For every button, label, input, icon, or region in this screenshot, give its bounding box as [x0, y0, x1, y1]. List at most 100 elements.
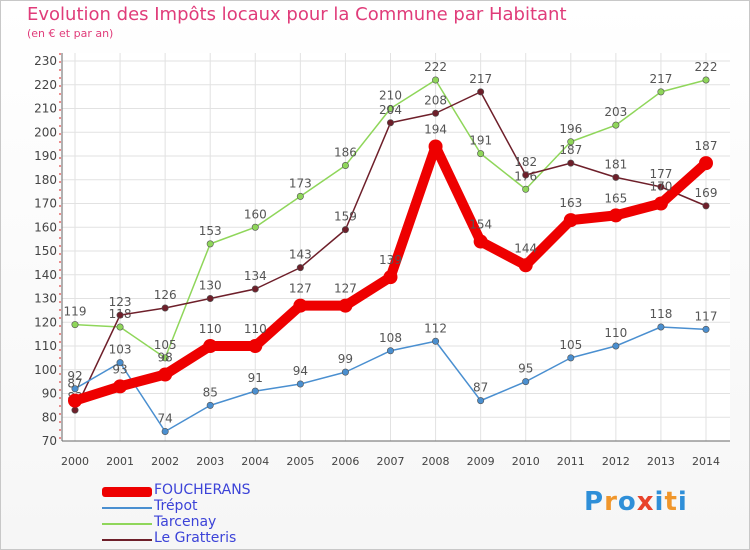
data-label-foucherans: 165 — [604, 191, 627, 205]
data-point-le-gratteris — [71, 406, 79, 414]
logo-letter: i — [677, 487, 688, 517]
data-point-foucherans — [203, 339, 218, 353]
data-point-tr-pot — [432, 337, 440, 345]
data-point-tarcenay — [477, 150, 485, 158]
legend-label-tarcenay: Tarcenay — [154, 514, 217, 530]
data-label-tr-pot: 92 — [67, 369, 82, 383]
data-label-tr-pot: 103 — [109, 343, 132, 357]
y-tick-label: 190 — [34, 149, 57, 163]
data-label-tarcenay: 217 — [649, 72, 672, 86]
data-label-le-gratteris: 217 — [469, 72, 492, 86]
data-label-le-gratteris: 204 — [379, 103, 402, 117]
logo-letter: i — [654, 487, 665, 517]
data-label-foucherans: 163 — [559, 196, 582, 210]
x-tick-label: 2006 — [331, 455, 359, 468]
data-label-tr-pot: 108 — [379, 331, 402, 345]
data-point-foucherans — [158, 367, 173, 382]
data-point-foucherans — [338, 298, 353, 313]
data-label-le-gratteris: 143 — [289, 248, 312, 262]
data-point-tarcenay — [612, 121, 620, 129]
data-label-tr-pot: 112 — [424, 321, 447, 335]
data-point-le-gratteris — [657, 183, 665, 191]
data-point-le-gratteris — [206, 294, 214, 302]
data-label-tarcenay: 191 — [469, 134, 492, 148]
data-point-foucherans — [563, 213, 578, 228]
y-tick-label: 170 — [34, 197, 57, 211]
data-label-le-gratteris: 159 — [334, 210, 357, 224]
data-point-le-gratteris — [251, 285, 259, 293]
data-point-tr-pot — [702, 325, 710, 333]
data-point-tr-pot — [477, 397, 485, 405]
data-label-le-gratteris: 169 — [695, 186, 718, 200]
data-point-tarcenay — [522, 185, 530, 193]
data-label-foucherans: 144 — [514, 241, 537, 255]
x-tick-label: 2004 — [241, 455, 269, 468]
data-point-tarcenay — [71, 321, 79, 329]
data-label-tr-pot: 94 — [293, 364, 308, 378]
data-point-foucherans — [428, 139, 443, 154]
data-point-le-gratteris — [341, 226, 349, 234]
data-point-foucherans — [699, 156, 713, 171]
data-label-foucherans: 170 — [649, 180, 672, 194]
data-label-foucherans: 110 — [244, 322, 267, 336]
data-label-tr-pot: 85 — [203, 385, 218, 399]
data-label-tarcenay: 196 — [559, 122, 582, 136]
data-point-foucherans — [68, 393, 82, 408]
data-point-foucherans — [293, 298, 308, 313]
data-point-tr-pot — [251, 387, 259, 395]
data-label-tarcenay: 173 — [289, 176, 312, 190]
logo-letter: o — [617, 487, 637, 517]
x-tick-label: 2007 — [377, 455, 405, 468]
data-point-tarcenay — [567, 138, 575, 146]
data-label-tarcenay: 210 — [379, 89, 402, 103]
logo-letter: t — [664, 487, 678, 517]
chart-subtitle: (en € et par an) — [27, 27, 114, 40]
data-point-tr-pot — [567, 354, 575, 362]
y-tick-label: 100 — [34, 363, 57, 377]
data-label-tarcenay: 222 — [695, 60, 718, 74]
data-point-le-gratteris — [161, 304, 169, 312]
data-point-tarcenay — [657, 88, 665, 96]
data-label-tr-pot: 105 — [559, 338, 582, 352]
data-point-foucherans — [113, 379, 128, 394]
data-point-tarcenay — [341, 162, 349, 170]
y-tick-label: 210 — [34, 102, 57, 116]
y-tick-label: 200 — [34, 125, 57, 139]
data-point-tr-pot — [71, 385, 79, 393]
data-label-foucherans: 93 — [112, 362, 127, 376]
data-point-tr-pot — [206, 401, 214, 409]
y-tick-label: 130 — [34, 292, 57, 306]
data-point-le-gratteris — [522, 171, 530, 179]
data-point-foucherans — [383, 270, 398, 285]
x-tick-label: 2012 — [602, 455, 630, 468]
data-point-le-gratteris — [432, 109, 440, 117]
data-point-tr-pot — [341, 368, 349, 376]
data-label-foucherans: 187 — [695, 139, 718, 153]
data-point-le-gratteris — [116, 311, 124, 319]
data-label-tr-pot: 91 — [248, 371, 263, 385]
x-tick-label: 2005 — [286, 455, 314, 468]
x-tick-label: 2014 — [692, 455, 720, 468]
x-tick-label: 2001 — [106, 455, 134, 468]
data-label-foucherans: 127 — [334, 282, 357, 296]
data-label-tarcenay: 203 — [604, 105, 627, 119]
legend-swatch-trepot — [102, 507, 152, 509]
data-point-tarcenay — [386, 105, 394, 113]
data-label-foucherans: 194 — [424, 123, 447, 137]
y-tick-label: 70 — [42, 434, 57, 448]
y-tick-label: 80 — [42, 410, 57, 424]
y-tick-label: 150 — [34, 244, 57, 258]
legend-item-foucherans: FOUCHERANS — [102, 482, 402, 500]
data-label-tr-pot: 117 — [695, 309, 718, 323]
data-label-le-gratteris: 187 — [559, 143, 582, 157]
y-tick-label: 120 — [34, 315, 57, 329]
x-tick-label: 2002 — [151, 455, 179, 468]
data-label-le-gratteris: 177 — [649, 167, 672, 181]
data-point-le-gratteris — [296, 264, 304, 272]
y-tick-label: 160 — [34, 220, 57, 234]
legend-item-trepot: Trépot — [102, 498, 402, 516]
data-point-tr-pot — [116, 359, 124, 367]
data-point-tr-pot — [522, 378, 530, 386]
data-label-foucherans: 127 — [289, 282, 312, 296]
